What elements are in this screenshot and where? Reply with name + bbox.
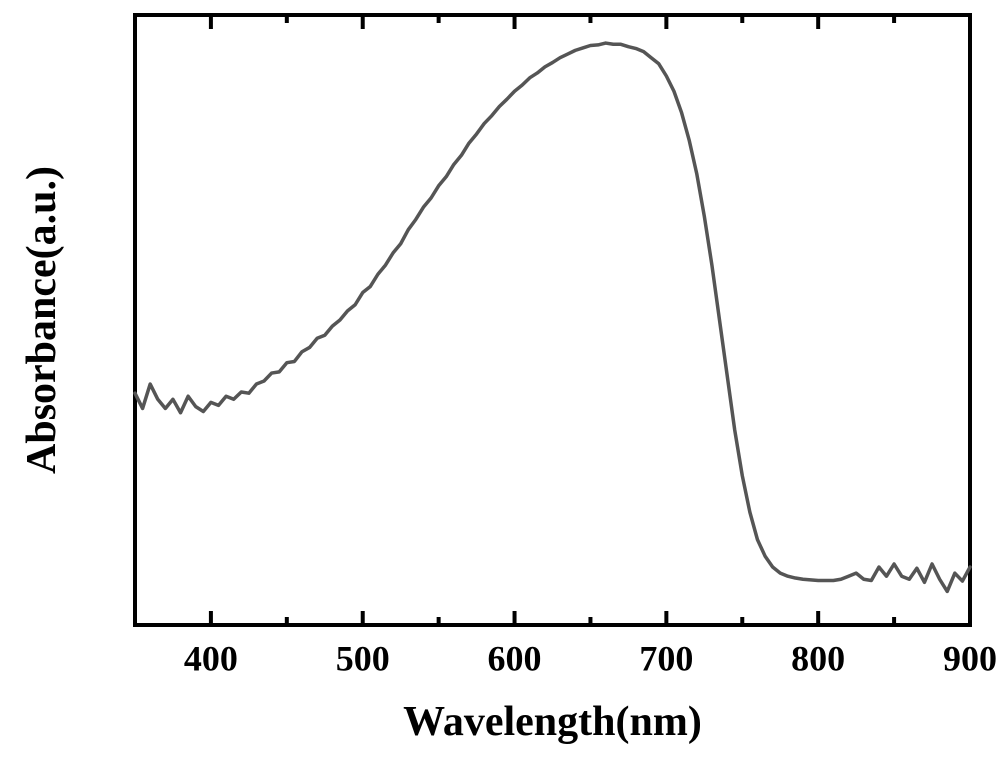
y-axis-label: Absorbance(a.u.) bbox=[19, 166, 65, 474]
absorbance-curve bbox=[135, 43, 970, 591]
x-tick-label: 600 bbox=[488, 639, 542, 679]
x-tick-label: 800 bbox=[791, 639, 845, 679]
plot-border bbox=[135, 15, 970, 625]
x-tick-label: 400 bbox=[184, 639, 238, 679]
x-axis-label: Wavelength(nm) bbox=[403, 699, 702, 745]
x-tick-label: 700 bbox=[639, 639, 693, 679]
x-tick-label: 900 bbox=[943, 639, 997, 679]
absorbance-spectrum-chart: 400 500 600 700 800 900 Wavelength(nm) Absorban… bbox=[0, 0, 1000, 770]
chart-svg: 400 500 600 700 800 900 Wavelength(nm) Absorban… bbox=[0, 0, 1000, 770]
x-tick-label: 500 bbox=[336, 639, 390, 679]
